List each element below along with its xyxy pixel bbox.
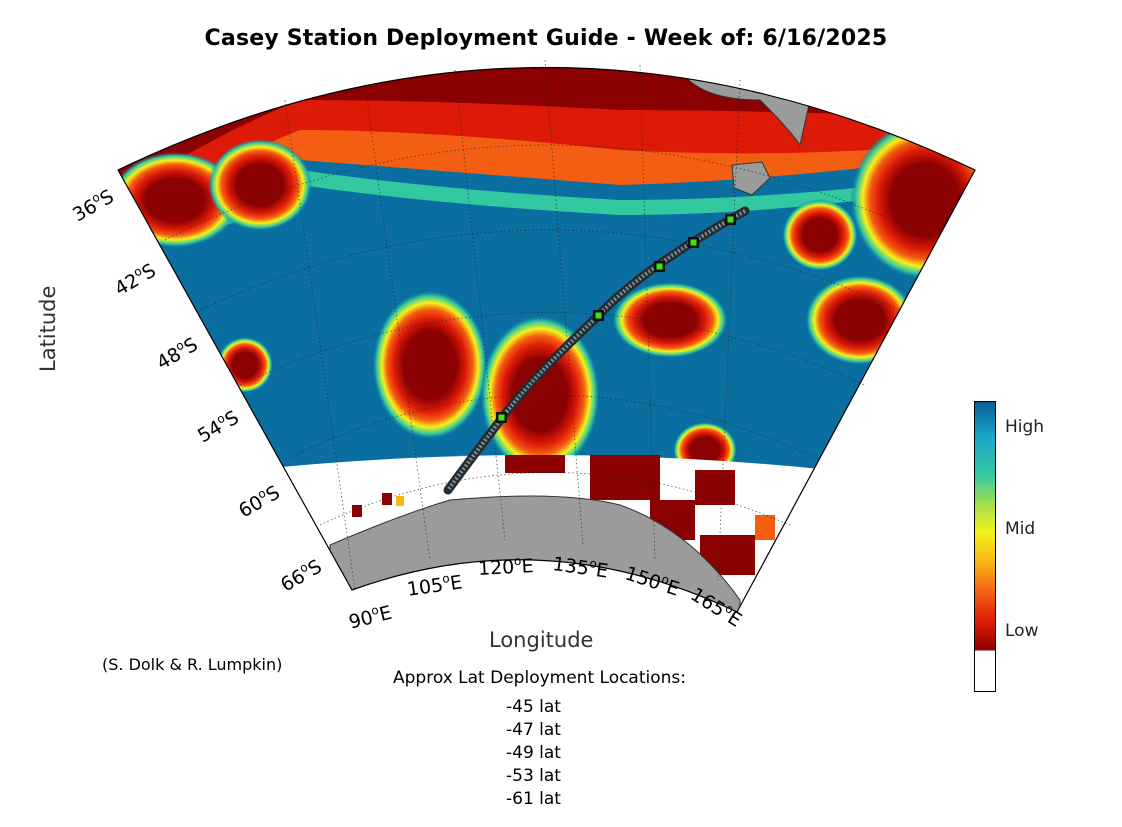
deployment-location: -45 lat (506, 697, 561, 717)
map-title: Casey Station Deployment Guide - Week of… (204, 26, 888, 51)
lon-tick-label: 120oE (477, 553, 535, 580)
tasmania-landmass (731, 161, 771, 196)
x-axis-title: Longitude (489, 628, 594, 652)
deployment-heading: Approx Lat Deployment Locations: (393, 668, 687, 688)
y-axis-title: Latitude (36, 285, 60, 372)
deployment-location: -53 lat (506, 766, 561, 786)
deployment-track (443, 206, 750, 495)
graticule (164, 59, 936, 591)
deployment-location: -49 lat (506, 743, 561, 763)
deployment-location: -47 lat (506, 720, 561, 740)
colorbar-label-mid: Mid (1005, 519, 1036, 539)
credit-text: (S. Dolk & R. Lumpkin) (102, 655, 283, 674)
deployment-location-list: -45 lat -47 lat -49 lat -53 lat -61 lat (506, 696, 561, 811)
map-frame (117, 67, 976, 613)
frontal-band (118, 170, 975, 237)
colorbar (974, 401, 996, 692)
ocean-field (118, 67, 975, 612)
deployment-markers (496, 214, 736, 423)
colorbar-label-low: Low (1005, 621, 1039, 641)
deployment-location: -61 lat (506, 789, 561, 809)
colorbar-label-high: High (1005, 417, 1045, 437)
